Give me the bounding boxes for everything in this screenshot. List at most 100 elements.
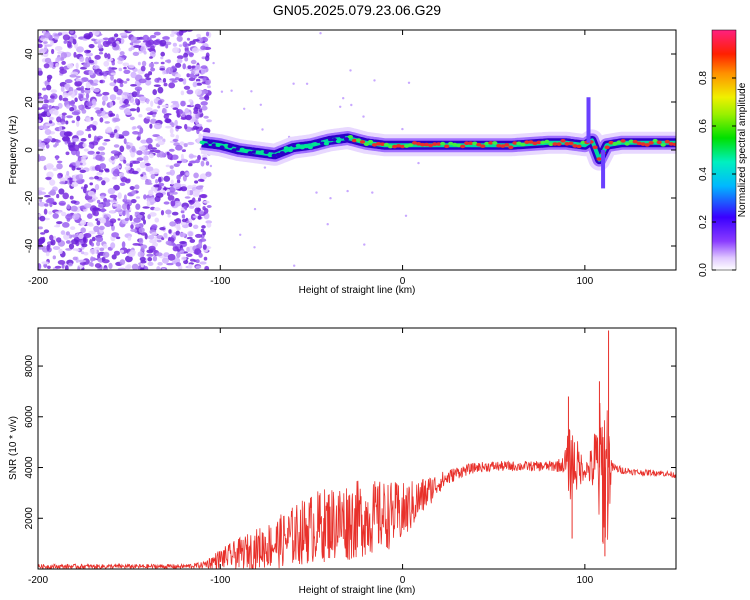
noise-point (157, 105, 161, 109)
colorbar-label: Normalized spectral amplitude (737, 82, 748, 217)
noise-point (50, 239, 56, 246)
noise-point (40, 232, 46, 235)
noise-point (83, 33, 92, 40)
noise-point (109, 101, 114, 108)
noise-point (149, 201, 154, 205)
noise-point (87, 190, 95, 197)
noise-point (204, 265, 210, 270)
noise-point (79, 169, 87, 173)
noise-point (207, 85, 211, 89)
noise-point (90, 86, 95, 91)
noise-point (184, 108, 190, 114)
spectrogram-ytick-label: 40 (24, 48, 35, 60)
ridge-point (243, 149, 249, 154)
noise-point (196, 82, 203, 86)
noise-point (119, 182, 126, 186)
noise-point (109, 218, 117, 224)
noise-point (83, 148, 89, 152)
noise-point (66, 170, 70, 176)
noise-point (55, 139, 61, 143)
noise-point (119, 83, 124, 88)
noise-point (102, 115, 109, 119)
noise-point (162, 257, 169, 264)
noise-point (186, 89, 194, 95)
noise-point (195, 64, 201, 71)
noise-point (42, 99, 50, 104)
noise-point (169, 165, 174, 170)
noise-point (62, 192, 69, 200)
noise-point (97, 146, 106, 151)
noise-point (109, 82, 116, 87)
noise-point (76, 115, 81, 122)
noise-point (44, 194, 51, 198)
noise-point (38, 119, 42, 123)
noise-point (200, 89, 209, 94)
noise-point (97, 203, 104, 208)
noise-point (140, 267, 145, 270)
colorbar-tick-label: 0.8 (698, 71, 709, 85)
noise-point (101, 71, 109, 74)
noise-point (141, 60, 147, 67)
noise-point (122, 203, 128, 211)
noise-point (127, 95, 132, 101)
noise-point (84, 203, 92, 209)
noise-point (193, 224, 199, 229)
noise-point (43, 41, 48, 44)
ridge-point (456, 143, 462, 148)
noise-point (184, 123, 188, 130)
noise-point (146, 253, 154, 257)
noise-point (88, 59, 94, 64)
noise-point (150, 45, 155, 51)
noise-point (140, 65, 146, 72)
colorbar-tick-label: 0.2 (698, 215, 709, 229)
ridge-point (235, 147, 241, 151)
noise-point (175, 77, 180, 81)
noise-point (124, 217, 130, 221)
noise-point (163, 82, 168, 87)
noise-point (79, 219, 87, 226)
snr-xtick-label: -200 (28, 575, 48, 586)
noise-point (114, 168, 120, 175)
noise-point (203, 115, 209, 119)
noise-point (88, 133, 92, 139)
noise-point (202, 77, 207, 81)
noise-point (136, 82, 142, 86)
noise-point (148, 245, 156, 251)
noise-point (350, 103, 353, 107)
noise-point (48, 211, 53, 215)
noise-point (176, 55, 184, 60)
noise-point (66, 104, 70, 109)
noise-point (148, 153, 154, 159)
noise-point (76, 167, 82, 171)
noise-point (131, 91, 138, 98)
noise-point (75, 78, 82, 82)
noise-point (152, 242, 159, 248)
noise-point (123, 66, 127, 70)
noise-point (94, 107, 101, 110)
noise-point (70, 182, 79, 187)
noise-point (56, 116, 62, 123)
noise-point (101, 217, 107, 224)
noise-point (158, 176, 162, 183)
noise-point (163, 114, 169, 119)
ridge-point (560, 139, 566, 143)
noise-point (69, 195, 74, 200)
noise-point (51, 48, 55, 55)
noise-point (77, 155, 82, 162)
noise-point (60, 57, 64, 61)
noise-point (46, 111, 50, 116)
noise-point (138, 146, 147, 151)
noise-point (142, 150, 149, 156)
noise-point (140, 260, 147, 264)
ridge-point (359, 140, 366, 144)
noise-point (84, 117, 92, 123)
noise-point (85, 52, 94, 57)
noise-point (95, 236, 104, 243)
noise-point (111, 254, 117, 260)
noise-point (46, 171, 54, 179)
noise-point (109, 133, 115, 138)
noise-point (123, 69, 131, 75)
noise-point (73, 51, 77, 58)
ridge-point (371, 143, 378, 147)
noise-point (162, 78, 167, 83)
